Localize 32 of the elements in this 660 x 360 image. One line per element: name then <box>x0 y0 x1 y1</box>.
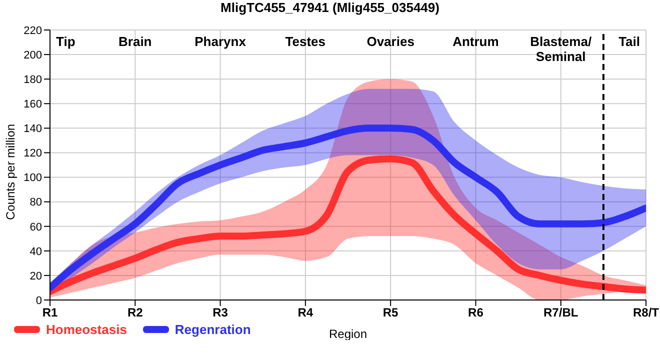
y-tick-label: 160 <box>24 98 42 111</box>
x-tick-label: R7/BL <box>544 306 578 320</box>
y-tick-label: 100 <box>24 172 42 184</box>
annotation: Tail <box>618 34 640 49</box>
x-tick-label: R8/T <box>632 306 660 320</box>
annotation: Brain <box>118 34 152 49</box>
y-tick-label: 200 <box>24 49 42 62</box>
x-tick-label: R3 <box>212 306 228 320</box>
legend-label: Regenration <box>174 322 251 337</box>
annotation: Tip <box>56 34 76 49</box>
y-tick-label: 20 <box>30 270 42 282</box>
annotation: Antrum <box>452 34 499 49</box>
annotation: Testes <box>285 34 326 49</box>
x-tick-label: R1 <box>42 306 58 320</box>
annotation: Ovaries <box>366 34 414 49</box>
y-tick-label: 60 <box>30 221 42 234</box>
x-tick-label: R6 <box>468 306 484 320</box>
y-tick-label: 220 <box>24 24 42 37</box>
y-tick-label: 120 <box>24 148 42 160</box>
x-tick-label: R5 <box>382 306 399 320</box>
y-tick-label: 140 <box>24 123 42 136</box>
chart-title: MligTC455_47941 (Mlig455_035449) <box>220 0 440 15</box>
y-tick-label: 80 <box>30 196 42 209</box>
annotation: Blastema/ Seminal <box>530 34 592 64</box>
x-tick-label: R2 <box>127 306 144 320</box>
y-tick-label: 40 <box>30 246 42 258</box>
y-tick-label: 180 <box>24 74 42 86</box>
y-tick-label: 0 <box>36 294 42 307</box>
x-tick-label: R4 <box>298 306 314 320</box>
annotation: Pharynx <box>194 34 247 49</box>
y-axis-title: Counts per million <box>3 124 18 220</box>
legend-label: Homeostasis <box>46 322 127 337</box>
